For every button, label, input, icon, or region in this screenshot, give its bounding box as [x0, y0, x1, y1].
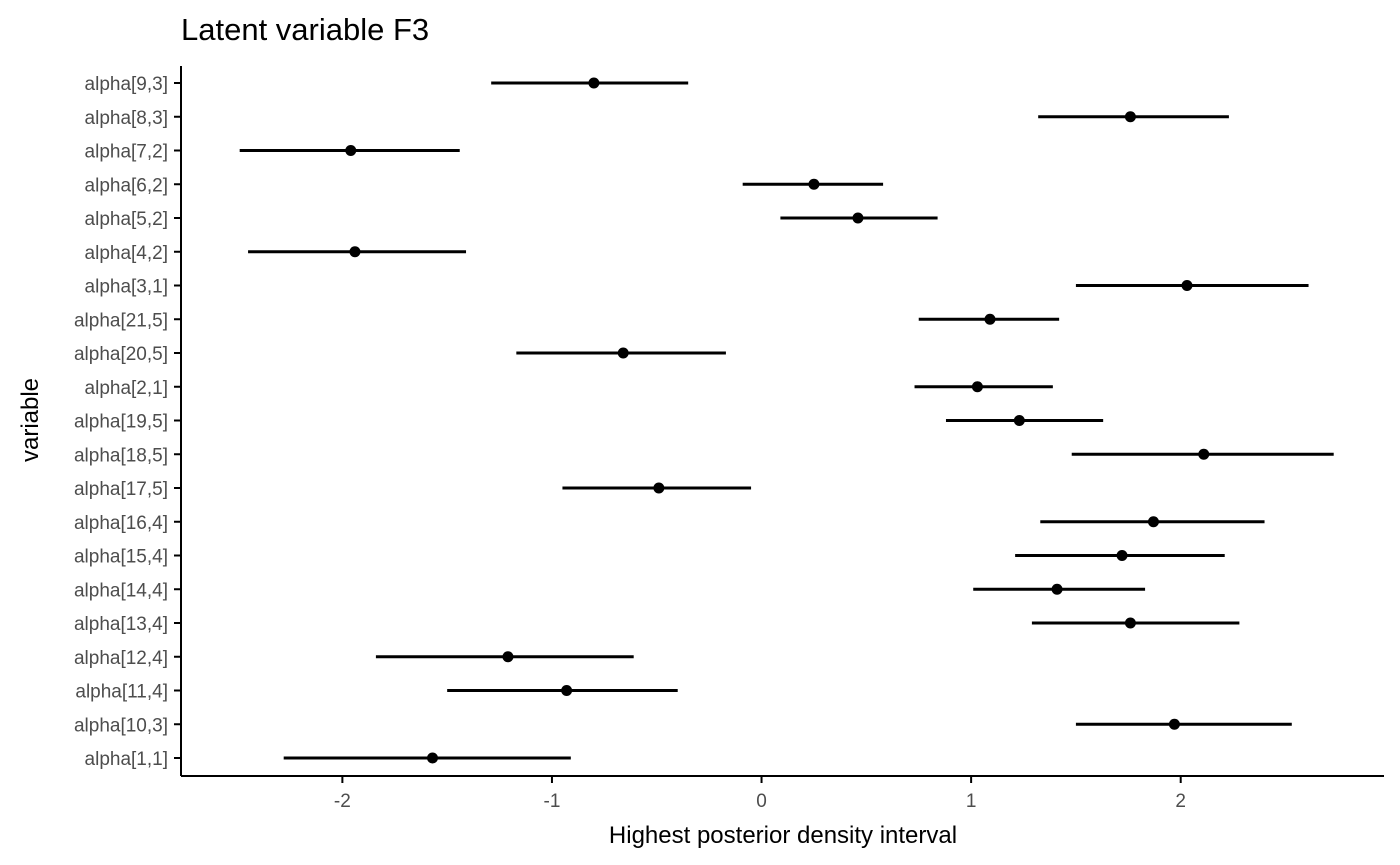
point-estimate [808, 178, 820, 190]
y-tick-label: alpha[16,4] [74, 513, 168, 534]
y-tick-label: alpha[19,5] [74, 412, 168, 433]
y-tick-label: alpha[1,1] [85, 749, 168, 770]
point-estimate [1116, 550, 1128, 561]
point-estimate [1147, 516, 1159, 528]
y-tick-label: alpha[7,2] [85, 142, 168, 163]
y-tick-label: alpha[3,1] [85, 277, 168, 298]
point-estimate [1198, 448, 1210, 460]
point-estimate [1051, 583, 1063, 595]
point-estimate [617, 347, 629, 359]
y-tick-label: alpha[10,3] [74, 715, 168, 736]
x-tick-label: -1 [544, 791, 561, 812]
point-estimate [502, 651, 514, 663]
y-tick-label: alpha[6,2] [85, 175, 168, 196]
y-tick-label: alpha[4,2] [85, 243, 168, 264]
y-tick-label: alpha[13,4] [74, 614, 168, 635]
point-estimate [971, 381, 983, 393]
y-axis-title: variable [17, 378, 44, 462]
x-tick-label: 2 [1175, 791, 1186, 812]
y-tick-label: alpha[2,1] [85, 378, 168, 399]
point-estimate [1124, 617, 1136, 629]
point-estimate [588, 77, 600, 89]
y-tick-label: alpha[15,4] [74, 547, 168, 568]
point-estimate [1181, 280, 1193, 291]
point-estimate [345, 145, 357, 156]
x-tick-label: -2 [334, 791, 351, 812]
y-tick-label: alpha[20,5] [74, 344, 168, 365]
plot-title: Latent variable F3 [181, 12, 429, 47]
point-estimate [1168, 718, 1180, 730]
point-estimate [984, 313, 996, 325]
y-tick-label: alpha[14,4] [74, 580, 168, 601]
x-axis-title: Highest posterior density interval [609, 822, 957, 849]
x-tick-label: 1 [966, 791, 977, 812]
x-tick-label: 0 [756, 791, 767, 812]
point-estimate [1124, 111, 1136, 123]
point-estimate [653, 482, 665, 494]
y-tick-label: alpha[12,4] [74, 648, 168, 669]
point-estimate [1013, 415, 1025, 426]
y-tick-label: alpha[18,5] [74, 445, 168, 466]
y-tick-label: alpha[21,5] [74, 310, 168, 331]
y-tick-label: alpha[11,4] [75, 682, 168, 703]
point-estimate [852, 212, 864, 224]
point-estimate [561, 685, 573, 696]
y-tick-label: alpha[8,3] [85, 108, 168, 129]
point-estimate [349, 246, 361, 258]
point-estimate [426, 752, 438, 764]
y-tick-label: alpha[5,2] [85, 209, 168, 230]
y-tick-label: alpha[17,5] [74, 479, 168, 500]
y-tick-label: alpha[9,3] [85, 74, 168, 95]
